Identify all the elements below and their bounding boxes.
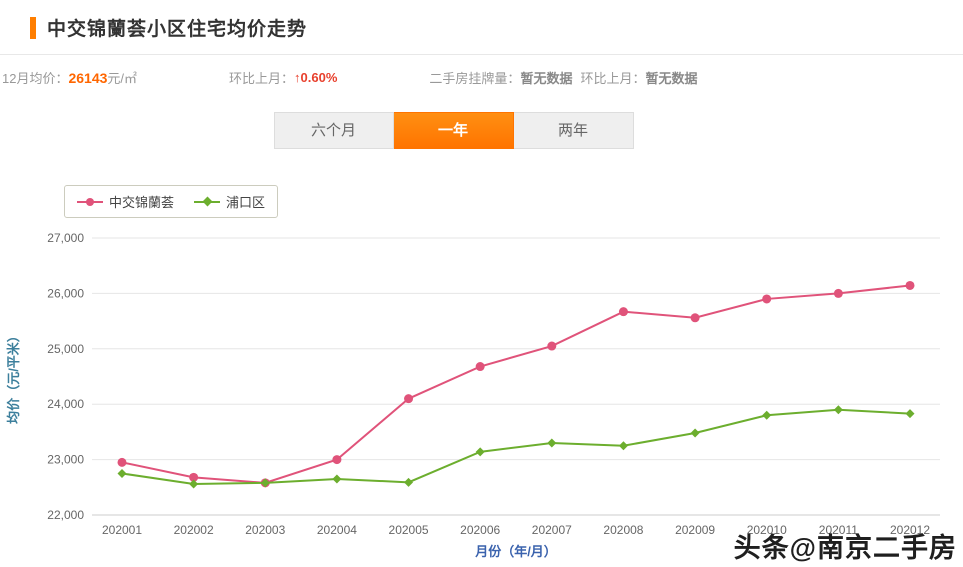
x-tick-label: 202009 (675, 523, 715, 537)
data-point[interactable] (905, 280, 915, 290)
data-point[interactable] (762, 410, 772, 420)
data-point[interactable] (260, 478, 270, 488)
data-point[interactable] (189, 479, 199, 489)
listing-mom-value: 暂无数据 (645, 71, 698, 86)
legend-item-community[interactable]: 中交锦蘭荟 (77, 192, 174, 211)
stats-row: 12月均价： 26143 元/㎡ 环比上月： ↑ 0.60% 二手房挂牌量： 暂… (2, 68, 963, 87)
data-point[interactable] (618, 441, 628, 451)
data-point[interactable] (690, 313, 700, 323)
x-tick-label: 202005 (389, 523, 429, 537)
listing-value: 暂无数据 (520, 71, 573, 86)
series-line-浦口区 (121, 408, 911, 485)
district-series-swatch-icon (194, 196, 221, 207)
data-point[interactable] (547, 438, 557, 448)
header-divider (0, 54, 963, 55)
data-point[interactable] (475, 362, 485, 372)
data-point[interactable] (762, 294, 772, 304)
chart-area: 22,000 23,000 24,000 25,000 26,000 27,000 2020… (0, 224, 963, 567)
accent-bar (30, 16, 36, 39)
data-point[interactable] (690, 428, 700, 438)
listing-mom-label: 环比上月： (580, 71, 646, 86)
data-point[interactable] (117, 457, 127, 467)
page-header: 中交锦蘭荟小区住宅均价走势 (0, 0, 963, 41)
month-price-label: 12月均价： (2, 71, 69, 86)
legend-label-community: 中交锦蘭荟 (109, 195, 175, 210)
data-point[interactable] (404, 477, 414, 487)
x-tick-label: 202007 (532, 523, 572, 537)
x-tick-label: 202004 (317, 523, 357, 537)
up-arrow-icon: ↑ (294, 70, 301, 85)
legend-label-district: 浦口区 (226, 195, 266, 210)
y-tick-label: 26,000 (47, 286, 84, 300)
y-tick-label: 27,000 (47, 231, 84, 245)
data-point[interactable] (905, 409, 915, 419)
x-tick-label: 202011 (819, 523, 858, 537)
data-point[interactable] (117, 468, 127, 478)
price-trend-chart[interactable]: 22,000 23,000 24,000 25,000 26,000 27,000 2020… (0, 224, 963, 562)
x-axis-title: 月份（年/月） (474, 544, 557, 559)
data-point[interactable] (332, 474, 342, 484)
y-tick-label: 25,000 (47, 342, 84, 356)
chart-legend: 中交锦蘭荟 浦口区 (64, 185, 279, 218)
month-price-unit: 元/㎡ (107, 71, 138, 86)
y-tick-label: 22,000 (47, 508, 84, 522)
community-series-swatch-icon (77, 197, 103, 206)
data-point[interactable] (833, 405, 843, 415)
tab-six-months[interactable]: 六个月 (273, 112, 394, 149)
x-tick-label: 202006 (460, 523, 500, 537)
data-point[interactable] (547, 341, 557, 351)
month-price-value: 26143 (68, 69, 108, 86)
data-point[interactable] (189, 472, 199, 482)
data-point[interactable] (404, 394, 414, 404)
mom-value: 0.60% (300, 70, 338, 85)
page-title: 中交锦蘭荟小区住宅均价走势 (47, 19, 308, 40)
x-tick-label: 202002 (174, 523, 214, 537)
series-line-中交锦蘭荟 (121, 284, 911, 484)
data-point[interactable] (833, 288, 843, 298)
tab-two-years[interactable]: 两年 (513, 112, 634, 149)
data-point[interactable] (475, 447, 485, 457)
x-tick-label: 202012 (890, 523, 930, 537)
x-tick-label: 202001 (102, 523, 142, 537)
data-point[interactable] (618, 307, 628, 317)
data-point[interactable] (332, 455, 342, 465)
period-tabs: 六个月 一年 两年 (0, 112, 935, 149)
mom-label: 环比上月： (229, 71, 295, 86)
x-tick-label: 202010 (747, 523, 787, 537)
y-axis-title: 均价（元/平米） (6, 329, 21, 424)
y-tick-label: 23,000 (47, 453, 84, 467)
listing-label: 二手房挂牌量： (429, 71, 521, 86)
legend-item-district[interactable]: 浦口区 (194, 192, 265, 211)
x-tick-label: 202003 (245, 523, 285, 537)
x-tick-label: 202008 (603, 523, 643, 537)
tab-one-year[interactable]: 一年 (393, 112, 514, 149)
y-tick-label: 24,000 (47, 397, 84, 411)
